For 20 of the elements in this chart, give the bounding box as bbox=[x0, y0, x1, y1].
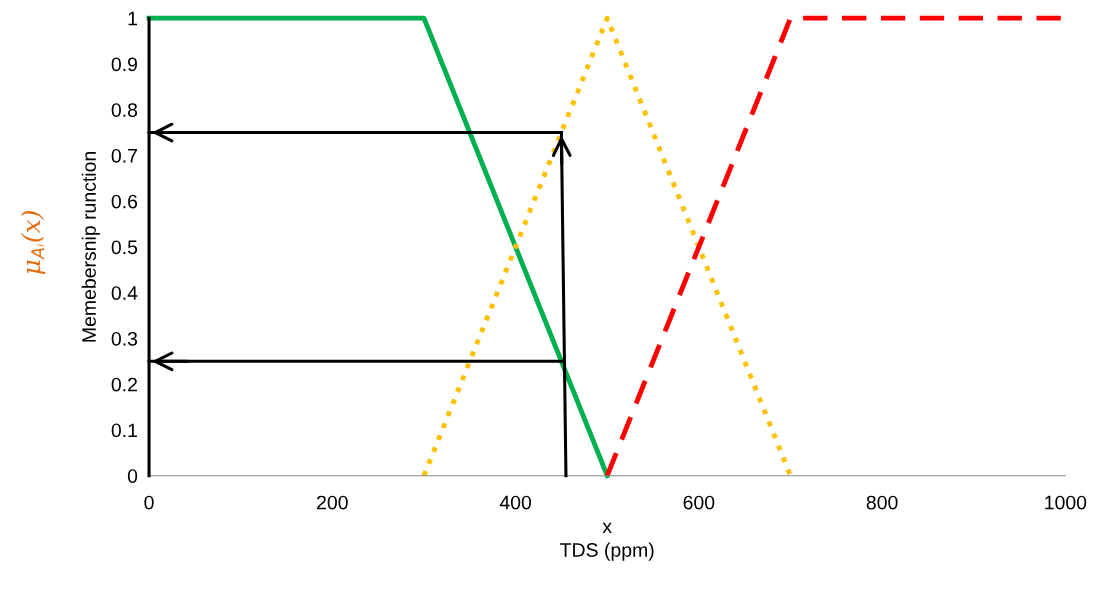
x-tick-label: 800 bbox=[866, 495, 898, 510]
y-tick-label: 0 bbox=[127, 469, 138, 483]
x-tick-label: 1000 bbox=[1045, 495, 1087, 510]
y-tick-label: 0.6 bbox=[111, 194, 138, 209]
y-tick-label: 0.7 bbox=[111, 148, 137, 163]
y-tick-label: 0.9 bbox=[111, 57, 138, 72]
x-tick-label: 400 bbox=[499, 495, 532, 510]
y-tick-label: 1 bbox=[128, 11, 137, 26]
y-tick-label: 0.1 bbox=[111, 423, 137, 438]
y-axis-title: Memebersnip runction bbox=[81, 152, 100, 342]
text: μ$_{Aᵢ}$(x) bbox=[21, 211, 46, 275]
y-tick-label: 0.8 bbox=[111, 103, 138, 117]
x-tick-label: 0 bbox=[144, 495, 154, 510]
x-tick-label: 200 bbox=[317, 495, 348, 510]
y-tick-label: 0.5 bbox=[111, 240, 138, 255]
y-tick-label: 0.2 bbox=[111, 377, 137, 392]
y-tick-label: 0.4 bbox=[111, 286, 138, 300]
x-tick-label: 600 bbox=[683, 495, 715, 510]
y-tick-label: 0.3 bbox=[111, 331, 138, 346]
x-axis-title: x TDS (ppm) bbox=[560, 522, 654, 561]
